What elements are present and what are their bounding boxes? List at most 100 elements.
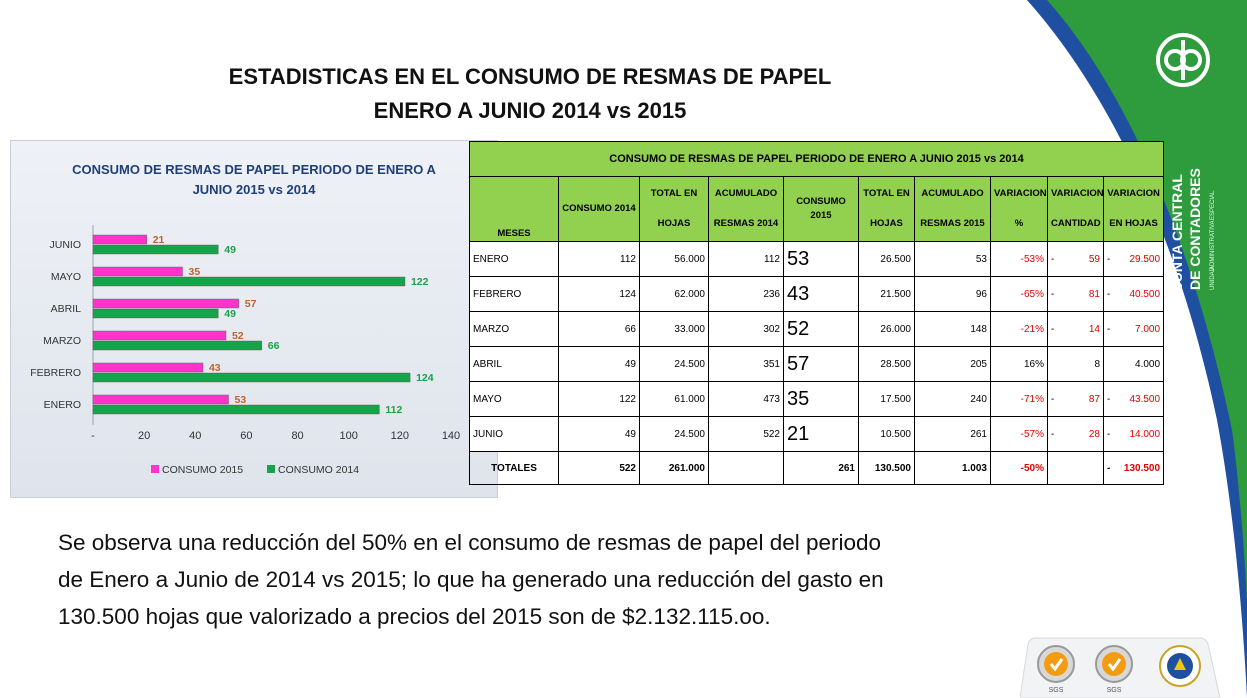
x-tick-label: 120 — [391, 430, 409, 442]
table-cell-value: FEBRERO — [473, 288, 522, 300]
totals-cell-c2014: 522 — [558, 451, 640, 485]
table-cell-value: 49 — [624, 428, 636, 440]
chart-title-line2: JUNIO 2015 vs 2014 — [193, 182, 317, 197]
table-cell-value: 53 — [975, 253, 987, 265]
brand-name: JUNTA CENTRAL DE CONTADORES UNIDAD ADMIN… — [1169, 168, 1216, 290]
table-cell-value: 66 — [624, 323, 636, 335]
table-cell-var-pct: -71% — [990, 381, 1048, 417]
category-label: MARZO — [43, 335, 81, 347]
table-cell-value: 59 — [1088, 253, 1100, 265]
table-header-text: VARIACION — [1051, 188, 1104, 199]
table-header-text: CONSUMO 2014 — [562, 203, 636, 214]
table-cell-value: 236 — [763, 288, 780, 300]
table-cell-c2015: 52 — [783, 311, 859, 347]
table-header-cell: ACUMULADO RESMAS 2015 — [914, 176, 991, 242]
table-cell-value: 52 — [787, 317, 810, 340]
legend-label: CONSUMO 2014 — [278, 464, 359, 476]
table-header-text: CANTIDAD — [1051, 218, 1101, 229]
table-cell-value: 148 — [970, 323, 987, 335]
table-cell-acum2015: 53 — [914, 241, 991, 277]
totals-value: 261 — [838, 462, 855, 474]
table-cell-mes: ENERO — [469, 241, 559, 277]
table-cell-value: 21 — [787, 422, 810, 445]
table-cell-value: 8 — [1094, 358, 1100, 370]
table-cell-value: 26.000 — [880, 323, 911, 335]
table-header-text: ACUMULADO — [921, 188, 984, 199]
footer-logos: SGS SGS — [1020, 637, 1221, 698]
table-cell-value: -57% — [1020, 428, 1044, 440]
category-label: ABRIL — [51, 303, 82, 315]
totals-value: 130.500 — [874, 462, 911, 474]
bar-consumo-2015 — [92, 394, 229, 405]
table-cell-value: 7.000 — [1135, 323, 1161, 335]
table-cell-c2014: 124 — [558, 276, 640, 312]
brand-sub-line3: ESPECIAL — [1210, 190, 1216, 220]
table-cell-value: 49 — [624, 358, 636, 370]
table-cell-value: 522 — [763, 428, 780, 440]
table-header-text: MESES — [497, 228, 531, 239]
table-cell-value: 4.000 — [1135, 358, 1161, 370]
bar-value-label: 112 — [385, 404, 402, 416]
totals-cell-hojas2014: 261.000 — [639, 451, 709, 485]
table-cell-value: -53% — [1020, 253, 1044, 265]
category-label: ENERO — [44, 399, 81, 411]
table-cell-value: 122 — [619, 393, 636, 405]
table-cell-var-hojas: - 43.500 — [1102, 381, 1165, 417]
table-cell-value: 14.000 — [1129, 428, 1161, 440]
table-cell-value: ABRIL — [473, 358, 502, 370]
table-header-text: EN HOJAS — [1109, 218, 1158, 229]
table-cell-c2014: 66 — [558, 311, 640, 347]
brand-sub-line2: ADMINISTRATIVA — [1210, 221, 1216, 270]
bar-value-label: 49 — [224, 308, 236, 320]
negative-dash: - — [1107, 462, 1111, 474]
x-tick-label: 60 — [240, 430, 252, 442]
table-header-row: MESES CONSUMO 2014 TOTAL EN HOJAS ACUMULADO R… — [469, 176, 1165, 242]
table-row: FEBRERO 124 62.000 236 43 21.500 96 -65% -81-40.… — [469, 276, 1165, 312]
negative-dash: - — [1051, 393, 1055, 405]
summary-line3: 130.500 hojas que valorizado a precios d… — [58, 604, 771, 629]
table-cell-acum2014: 351 — [708, 346, 784, 382]
table-cell-var-hojas: - 29.500 — [1102, 241, 1165, 277]
table-header-cell: VARIACION EN HOJAS — [1102, 176, 1165, 242]
table-cell-value: 112 — [764, 253, 780, 265]
table-cell-var-pct: -21% — [990, 311, 1048, 347]
table-cell-var-cant: - 59 — [1047, 241, 1104, 277]
table-cell-value: 29.500 — [1129, 253, 1161, 265]
table-cell-c2014: 112 — [558, 241, 640, 277]
x-tick-label: 20 — [138, 430, 150, 442]
table-header-cell: VARIACION CANTIDAD — [1047, 176, 1104, 242]
table-cell-c2015: 21 — [783, 416, 859, 452]
table-cell-value: 62.000 — [674, 288, 705, 300]
table-cell-value: 21.500 — [880, 288, 911, 300]
negative-dash: - — [1051, 288, 1055, 300]
bar-consumo-2014 — [92, 372, 411, 383]
table-cell-c2015: 53 — [783, 241, 859, 277]
x-tick-label: 40 — [189, 430, 201, 442]
table-cell-value: 14 — [1088, 323, 1100, 335]
table-title: CONSUMO DE RESMAS DE PAPEL PERIODO DE EN… — [468, 141, 1165, 177]
table-cell-value: JUNIO — [473, 428, 503, 440]
x-tick-label: 80 — [291, 430, 303, 442]
table-cell-value: 351 — [763, 358, 780, 370]
totals-value: 130.500 — [1123, 462, 1161, 474]
table-cell-hojas2014: 24.500 — [639, 416, 709, 452]
table-cell-var-cant: - 28 — [1047, 416, 1104, 452]
table-cell-var-hojas: - 40.500 — [1102, 276, 1165, 312]
table-cell-value: 302 — [763, 323, 780, 335]
table-cell-hojas2014: 33.000 — [639, 311, 709, 347]
table-header-text: % — [1014, 218, 1024, 229]
bar-consumo-2014 — [92, 308, 219, 319]
table-cell-value: -65% — [1020, 288, 1044, 300]
table-row: MARZO 66 33.000 302 52 26.000 148 -21% -14-7.000 — [469, 311, 1165, 347]
x-tick-label: 140 — [442, 430, 460, 442]
bar-value-label: 57 — [245, 298, 257, 310]
table-row: ENERO 112 56.000 112 53 26.500 53 -53% -59-29.50… — [469, 241, 1165, 277]
totals-cell-var-cant — [1047, 451, 1104, 485]
table-cell-acum2015: 205 — [914, 346, 991, 382]
totals-cell-acum2014 — [708, 451, 784, 485]
consumo-table: CONSUMO DE RESMAS DE PAPEL PERIODO DE EN… — [468, 141, 1165, 485]
legend-swatch — [151, 465, 159, 473]
table-cell-value: ENERO — [473, 253, 509, 265]
bar-value-label: 53 — [235, 394, 247, 406]
totals-value: TOTALES — [491, 462, 537, 474]
